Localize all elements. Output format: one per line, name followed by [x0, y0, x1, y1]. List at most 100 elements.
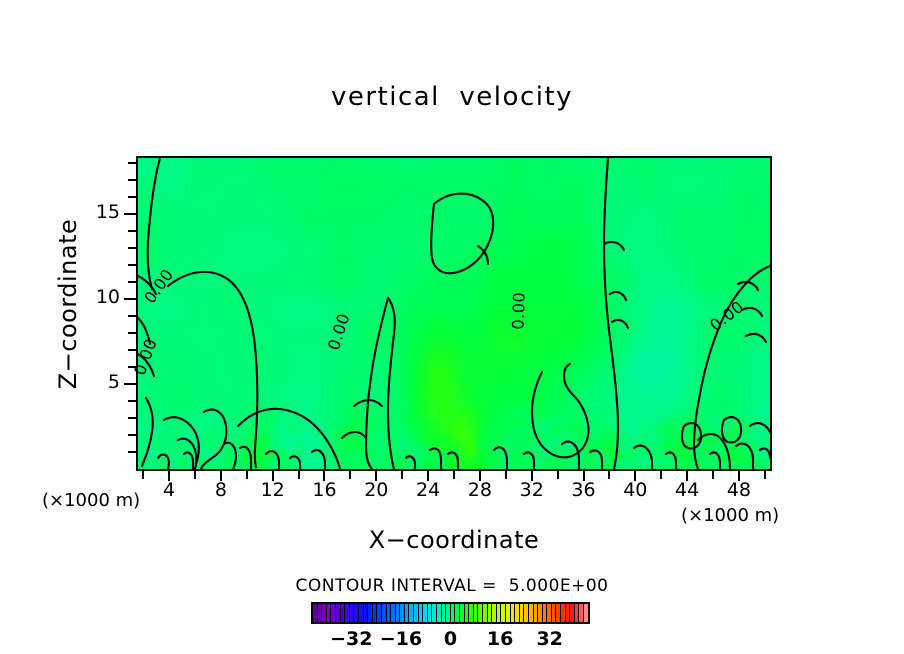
- colorbar-cell: [386, 604, 392, 622]
- y-tick-mark: [128, 451, 136, 453]
- colorbar-cell: [574, 604, 580, 622]
- y-tick-mark: [128, 162, 136, 165]
- colorbar-cell: [368, 604, 373, 622]
- x-tick-label: 28: [467, 479, 492, 501]
- x-tick-label: 32: [519, 479, 544, 501]
- x-tick-mark: [245, 471, 248, 479]
- colorbar-cell: [423, 604, 428, 622]
- colorbar-tick-label: 32: [536, 628, 563, 650]
- x-tick-mark: [427, 471, 430, 481]
- contour-lines-layer: [138, 158, 770, 469]
- colorbar-cell: [391, 604, 396, 622]
- x-tick-mark: [504, 471, 507, 479]
- colorbar-cell: [313, 604, 318, 622]
- colorbar-cell: [478, 604, 483, 622]
- colorbar-cell: [377, 604, 382, 622]
- x-tick-label: 48: [726, 479, 751, 501]
- x-tick-mark: [608, 471, 611, 479]
- y-tick-mark: [124, 213, 136, 216]
- colorbar-cell: [441, 604, 447, 622]
- x-tick-mark: [142, 471, 145, 479]
- y-tick-mark: [128, 281, 136, 284]
- y-tick-mark: [124, 298, 136, 301]
- x-tick-label: 20: [364, 479, 389, 501]
- colorbar-cell: [354, 604, 359, 622]
- colorbar-cell: [432, 604, 438, 622]
- x-tick-mark: [712, 471, 715, 479]
- y-tick-mark: [128, 400, 136, 403]
- x-tick-label: 44: [675, 479, 700, 501]
- colorbar-cell: [487, 604, 493, 622]
- colorbar-cell: [358, 604, 364, 622]
- colorbar-cell: [446, 604, 451, 622]
- x-tick-mark: [763, 471, 766, 479]
- x-tick-label: 36: [571, 479, 596, 501]
- colorbar-cell: [505, 604, 511, 622]
- colorbar-tick-label: −16: [379, 628, 423, 650]
- x-tick-mark: [530, 471, 533, 481]
- colorbar-cell: [561, 604, 566, 622]
- x-tick-mark: [556, 471, 559, 479]
- colorbar-cell: [579, 604, 585, 622]
- y-tick-mark: [128, 434, 136, 436]
- x-tick-mark: [686, 471, 689, 481]
- x-axis-title: X−coordinate: [368, 526, 540, 554]
- colorbar-cell: [317, 604, 323, 622]
- y-tick-label: 10: [95, 286, 120, 309]
- y-tick-mark: [128, 315, 136, 318]
- colorbar-cell: [570, 604, 575, 622]
- colorbar-tick-label: 16: [486, 628, 514, 650]
- y-tick-mark: [128, 264, 136, 267]
- colorbar-cell: [584, 604, 588, 622]
- colorbar-cell: [414, 604, 419, 622]
- x-tick-mark: [375, 471, 378, 481]
- colorbar-cell: [340, 604, 346, 622]
- colorbar-cell: [363, 604, 369, 622]
- colorbar-cell: [400, 604, 405, 622]
- colorbar-cell: [519, 604, 525, 622]
- colorbar-cell: [326, 604, 332, 622]
- x-tick-mark: [323, 471, 326, 481]
- colorbar-cell: [322, 604, 327, 622]
- x-tick-label: 24: [416, 479, 441, 501]
- colorbar-tick-label: 0: [443, 628, 458, 650]
- colorbar-cell: [455, 604, 460, 622]
- y-tick-mark: [128, 332, 136, 335]
- colorbar-cell: [437, 604, 442, 622]
- colorbar-cell: [404, 604, 410, 622]
- y-tick-mark: [128, 179, 136, 182]
- colorbar-cell: [464, 604, 470, 622]
- colorbar-cell: [551, 604, 557, 622]
- colorbar-cell: [501, 604, 506, 622]
- x-tick-mark: [401, 471, 404, 479]
- colorbar-cell: [524, 604, 529, 622]
- colorbar-cell: [349, 604, 355, 622]
- colorbar-cell: [469, 604, 474, 622]
- x-tick-label: 8: [214, 479, 227, 501]
- x-tick-mark: [297, 471, 300, 479]
- colorbar-cell: [418, 604, 424, 622]
- y-tick-mark: [128, 196, 136, 199]
- colorbar-cell: [496, 604, 502, 622]
- colorbar-cell: [533, 604, 539, 622]
- x-tick-mark: [168, 471, 171, 481]
- x-tick-label: 12: [260, 479, 285, 501]
- colorbar-cell: [515, 604, 520, 622]
- x-units-right-label: (×1000 m): [681, 505, 780, 526]
- contour-interval-caption: CONTOUR INTERVAL = 5.000E+00: [295, 576, 609, 596]
- colorbar-cell: [335, 604, 341, 622]
- colorbar-cell: [450, 604, 456, 622]
- colorbar-cell: [482, 604, 488, 622]
- y-tick-mark: [128, 417, 136, 420]
- colorbar-cell: [473, 604, 479, 622]
- colorbar-cell: [528, 604, 534, 622]
- colorbar-cell: [538, 604, 543, 622]
- colorbar-cell: [427, 604, 433, 622]
- colorbar-cell: [510, 604, 516, 622]
- colorbar-cell: [556, 604, 562, 622]
- x-tick-mark: [349, 471, 352, 479]
- colorbar-cell: [345, 604, 350, 622]
- x-tick-mark: [271, 471, 274, 481]
- x-tick-label: 40: [623, 479, 648, 501]
- x-tick-mark: [582, 471, 585, 481]
